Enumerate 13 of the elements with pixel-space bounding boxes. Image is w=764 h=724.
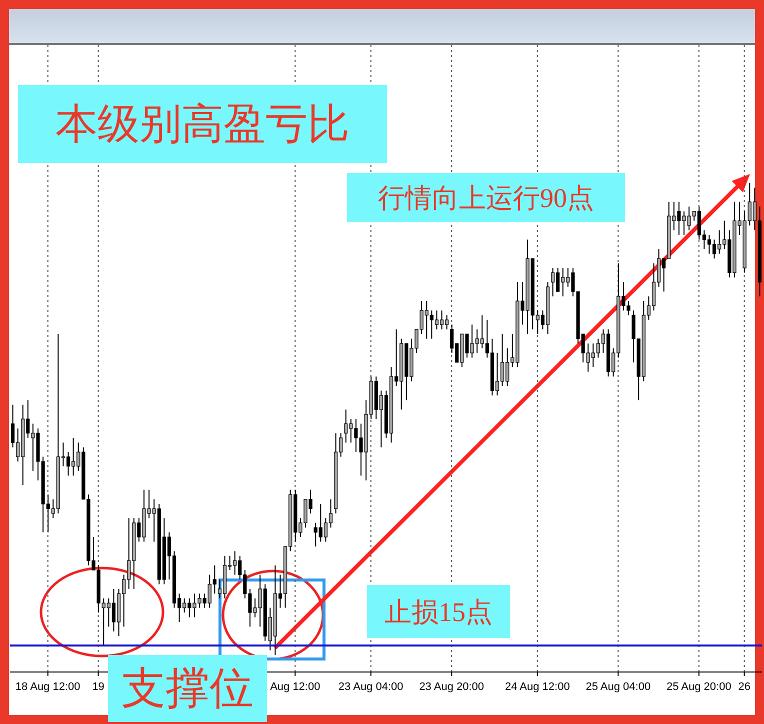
x-tick-label: 25 Aug 04:00: [586, 681, 651, 693]
x-tick-label: 18 Aug 12:00: [15, 681, 80, 693]
x-tick-label: 26: [738, 681, 750, 693]
x-tick-label: Aug 12:00: [270, 681, 320, 693]
x-tick-label: 23 Aug 04:00: [338, 681, 404, 693]
x-tick-label: 23 Aug 20:00: [419, 681, 484, 693]
annotation: 止损15点: [367, 585, 510, 638]
chart-title: 本级别高盈亏比: [18, 85, 387, 163]
x-tick-label: 19: [92, 681, 104, 693]
x-tick-label: 24 Aug 12:00: [504, 681, 570, 693]
x-tick-label: 25 Aug 20:00: [666, 681, 732, 693]
text: 支撑位: [108, 655, 267, 722]
annotation: 行情向上运行90点: [347, 173, 625, 222]
